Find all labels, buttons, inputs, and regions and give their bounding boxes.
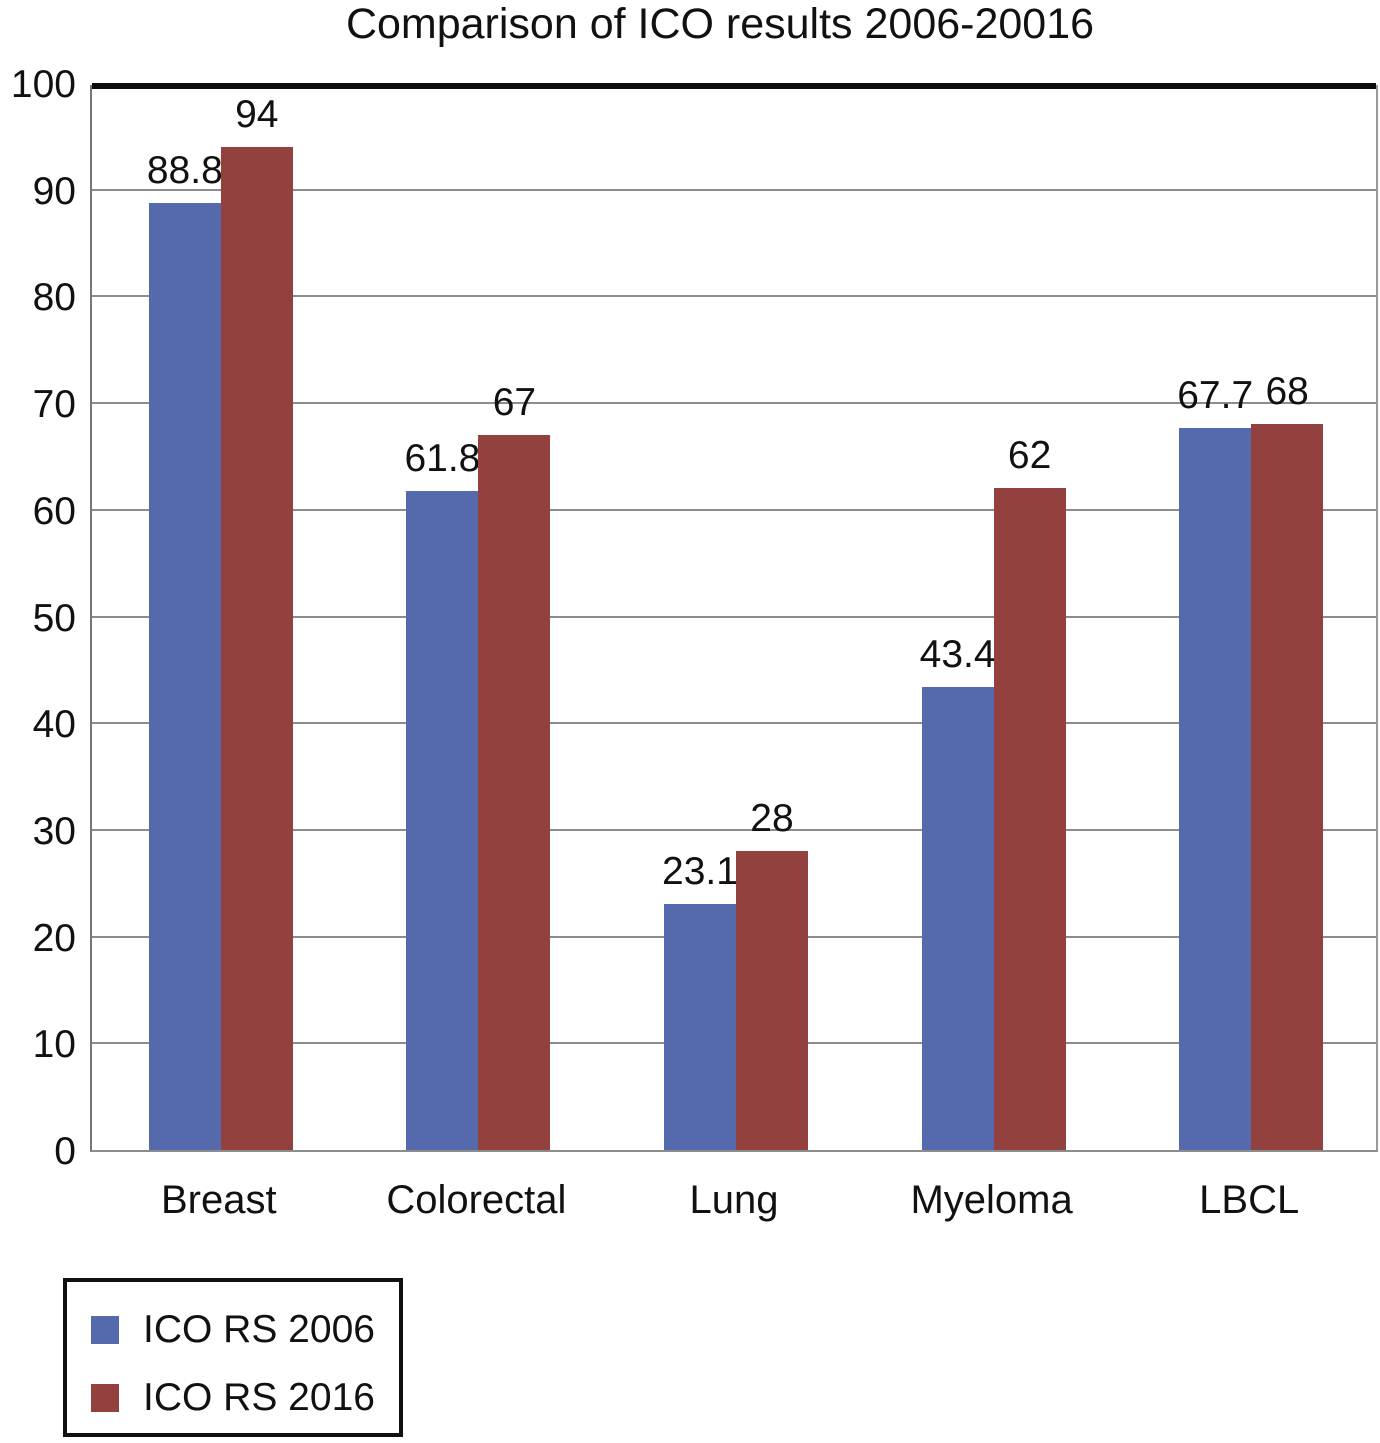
legend-item-ico-rs-2016: ICO RS 2016 [91, 1376, 399, 1420]
bar-value-label: 88.8 [146, 148, 223, 192]
bar-value-label: 28 [750, 797, 794, 841]
y-tick-label-0: 0 [54, 1130, 76, 1173]
gridline-90 [92, 188, 1376, 191]
plot-area: 88.8 94 61.8 67 23.1 28 43.4 62 67.7 68 [90, 83, 1378, 1152]
category-label-lbcl: LBCL [1199, 1178, 1300, 1222]
y-tick-label-40: 40 [32, 703, 76, 747]
bar-value-label: 23.1 [662, 849, 738, 893]
gridline-30 [92, 828, 1376, 831]
legend-swatch-icon [91, 1316, 119, 1344]
category-label-breast: Breast [161, 1178, 277, 1222]
plot-top-border [92, 83, 1376, 89]
chart-title: Comparison of ICO results 2006-20016 [345, 0, 1095, 48]
y-tick-label-10: 10 [32, 1023, 76, 1067]
y-tick-label-70: 70 [32, 383, 76, 427]
bar-value-label: 43.4 [919, 632, 996, 676]
gridline-50 [92, 615, 1376, 618]
y-tick-label-30: 30 [32, 809, 76, 853]
bar-lbcl-ico-rs-2006 [1179, 427, 1252, 1150]
category-label-colorectal: Colorectal [386, 1178, 567, 1222]
gridline-80 [92, 295, 1376, 298]
bar-colorectal-ico-rs-2006 [406, 490, 479, 1150]
bar-breast-ico-rs-2016 [220, 147, 293, 1150]
bar-value-label: 61.8 [404, 436, 481, 480]
gridline-70 [92, 402, 1376, 405]
y-tick-label-100: 100 [10, 63, 76, 106]
bar-lbcl-ico-rs-2016 [1251, 424, 1324, 1150]
legend-label: ICO RS 2006 [143, 1308, 375, 1351]
x-axis: Breast Colorectal Lung Myeloma LBCL [90, 1178, 1378, 1228]
bar-breast-ico-rs-2006 [148, 202, 221, 1150]
bar-value-label: 94 [235, 93, 279, 137]
y-axis: 0 10 20 30 40 50 60 70 80 90 100 [0, 63, 76, 1173]
legend-label: ICO RS 2016 [143, 1376, 375, 1419]
bar-lung-ico-rs-2006 [664, 903, 736, 1150]
bar-colorectal-ico-rs-2016 [478, 435, 551, 1150]
y-tick-label-20: 20 [32, 916, 76, 960]
gridline-40 [92, 722, 1376, 725]
bar-value-label: 67 [492, 381, 537, 425]
legend-item-ico-rs-2006: ICO RS 2006 [91, 1308, 399, 1352]
y-tick-label-90: 90 [32, 169, 76, 213]
gridline-60 [92, 508, 1376, 511]
y-tick-label-80: 80 [32, 276, 76, 320]
bar-value-label: 62 [1007, 434, 1052, 478]
category-label-myeloma: Myeloma [910, 1178, 1073, 1222]
bar-myeloma-ico-rs-2016 [993, 488, 1066, 1150]
bar-myeloma-ico-rs-2006 [921, 686, 994, 1150]
y-tick-label-50: 50 [32, 596, 76, 640]
category-label-lung: Lung [689, 1178, 779, 1222]
bar-value-label: 68 [1265, 370, 1309, 414]
bar-value-label: 67.7 [1177, 373, 1254, 417]
y-tick-label-60: 60 [32, 489, 76, 533]
legend-swatch-icon [91, 1384, 119, 1412]
bar-lung-ico-rs-2016 [736, 851, 808, 1150]
legend: ICO RS 2006 ICO RS 2016 [63, 1278, 403, 1437]
